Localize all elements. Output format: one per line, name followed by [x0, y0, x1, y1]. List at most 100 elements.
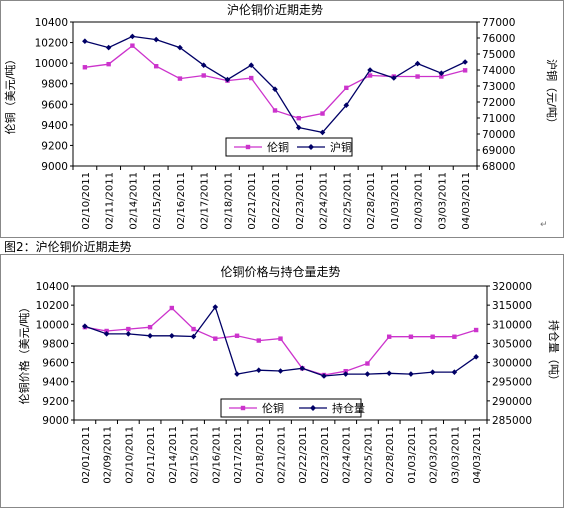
data-point-square: [386, 334, 392, 339]
data-point-square: [201, 73, 206, 78]
data-point-square: [82, 65, 88, 70]
right-axis-tick-label: 76000: [482, 33, 515, 45]
data-point-diamond: [129, 33, 136, 40]
legend-label: 伦铜: [267, 140, 289, 154]
data-point-diamond: [147, 332, 153, 339]
x-axis-tick-label: 02/24/2011: [342, 426, 353, 484]
data-point-diamond: [105, 44, 112, 51]
data-point-diamond: [82, 38, 88, 44]
x-axis-tick-label: 02/23/2011: [295, 172, 306, 230]
left-axis-tick-label: 9000: [41, 161, 68, 173]
data-point-diamond: [343, 102, 350, 108]
left-axis-tick-label: 9400: [42, 377, 69, 389]
figure-caption: 图2：沪伦铜价近期走势: [4, 240, 132, 254]
right-axis-tick-label: 72000: [482, 97, 515, 109]
data-point-square: [296, 115, 301, 121]
chart-title: 沪伦铜价近期走势: [227, 2, 323, 17]
data-point-square: [320, 111, 325, 116]
data-point-square: [249, 75, 254, 81]
data-point-diamond: [248, 62, 255, 68]
data-point-square: [256, 338, 261, 343]
x-axis-tick-label: 02/09/2011: [103, 426, 114, 484]
x-axis-tick-label: 02/11/2011: [105, 172, 116, 230]
x-axis-tick-label: 02/10/2011: [81, 172, 92, 230]
x-axis-tick-label: 03/03/2011: [437, 172, 448, 230]
x-axis-tick-label: 01/03/2011: [407, 426, 418, 484]
right-axis-tick-label: 285000: [492, 415, 532, 427]
legend-marker-square: [245, 144, 251, 150]
legend-box: [225, 137, 353, 157]
left-axis-tick-label: 10200: [35, 38, 68, 50]
data-point-square: [343, 368, 348, 374]
data-point-square: [462, 68, 468, 73]
right-axis-tick-label: 73000: [482, 81, 515, 93]
data-point-square: [177, 76, 183, 81]
x-axis-tick-label: 03/03/2011: [450, 426, 461, 484]
left-axis-tick-label: 10000: [35, 58, 68, 70]
data-point-diamond: [224, 76, 231, 83]
x-axis-tick-label: 02/21/2011: [247, 172, 258, 230]
x-axis-tick-label: 02/03/2011: [429, 426, 440, 484]
legend-label: 沪铜: [330, 140, 352, 154]
right-axis-tick-label: 77000: [482, 17, 515, 29]
x-axis-tick-label: 02/28/2011: [366, 172, 377, 230]
left-axis-tick-label: 10000: [36, 319, 69, 331]
data-point-diamond: [321, 373, 327, 379]
data-point-diamond: [153, 36, 159, 43]
data-point-square: [147, 324, 153, 330]
x-axis-tick-label: 02/15/2011: [190, 426, 201, 484]
right-axis-tick-label: 320000: [492, 281, 532, 293]
chart-title: 伦铜价格与持仓量走势: [220, 264, 340, 279]
data-point-square: [191, 326, 196, 332]
right-axis-tick-label: 315000: [492, 300, 532, 312]
left-axis-title: 伦铜（美元/吨）: [3, 54, 17, 135]
x-axis-tick-label: 02/16/2011: [176, 172, 187, 230]
data-point-diamond: [212, 304, 219, 310]
data-point-diamond: [319, 129, 326, 136]
data-point-diamond: [429, 369, 436, 375]
left-axis-tick-label: 9800: [42, 338, 69, 350]
x-axis-tick-label: 02/14/2011: [128, 172, 139, 230]
x-axis-tick-label: 02/17/2011: [233, 426, 244, 484]
data-point-square: [126, 326, 131, 332]
data-point-diamond: [255, 367, 262, 374]
x-axis-tick-label: 04/03/2011: [461, 172, 472, 230]
data-point-square: [408, 334, 414, 339]
x-axis-tick-label: 02/24/2011: [319, 172, 330, 230]
x-axis-tick-label: 02/22/2011: [298, 426, 309, 484]
data-point-square: [104, 328, 109, 334]
right-axis-tick-label: 68000: [482, 161, 515, 173]
left-axis-tick-label: 9200: [41, 140, 68, 152]
right-axis-tick-label: 295000: [492, 377, 532, 389]
x-axis-tick-label: 04/03/2011: [472, 426, 483, 484]
data-point-diamond: [367, 67, 373, 73]
legend-marker-square: [240, 405, 246, 411]
x-axis-tick-label: 02/14/2011: [168, 426, 179, 484]
data-point-diamond: [200, 62, 207, 68]
data-point-square: [415, 74, 420, 79]
x-axis-tick-label: 02/10/2011: [124, 426, 135, 484]
left-axis-tick-label: 10400: [36, 281, 69, 293]
x-axis-tick-label: 02/28/2011: [385, 426, 396, 484]
right-axis-tick-label: 70000: [482, 129, 515, 141]
x-axis-tick-label: 02/23/2011: [320, 426, 331, 484]
right-axis-tick-label: 305000: [492, 338, 532, 350]
right-axis-title: 持仓量（吨）: [547, 320, 561, 386]
left-axis-tick-label: 10200: [36, 300, 69, 312]
data-point-square: [130, 43, 135, 48]
right-axis-tick-label: 310000: [492, 319, 532, 331]
right-axis-tick-label: 75000: [482, 49, 515, 61]
x-axis-tick-label: 02/11/2011: [146, 426, 157, 484]
left-axis-tick-label: 9000: [42, 415, 69, 427]
left-axis-tick-label: 9600: [42, 358, 69, 370]
right-axis-tick-label: 300000: [492, 358, 532, 370]
data-point-square: [439, 74, 444, 79]
data-point-diamond: [295, 124, 302, 131]
data-point-square: [473, 327, 479, 333]
legend-marker-diamond: [308, 144, 314, 150]
x-axis-tick-label: 02/21/2011: [277, 426, 288, 484]
data-point-square: [153, 64, 159, 69]
x-axis-tick-label: 02/03/2011: [414, 172, 425, 230]
left-axis-tick-label: 9600: [41, 99, 68, 111]
right-axis-tick-label: 71000: [482, 113, 515, 125]
